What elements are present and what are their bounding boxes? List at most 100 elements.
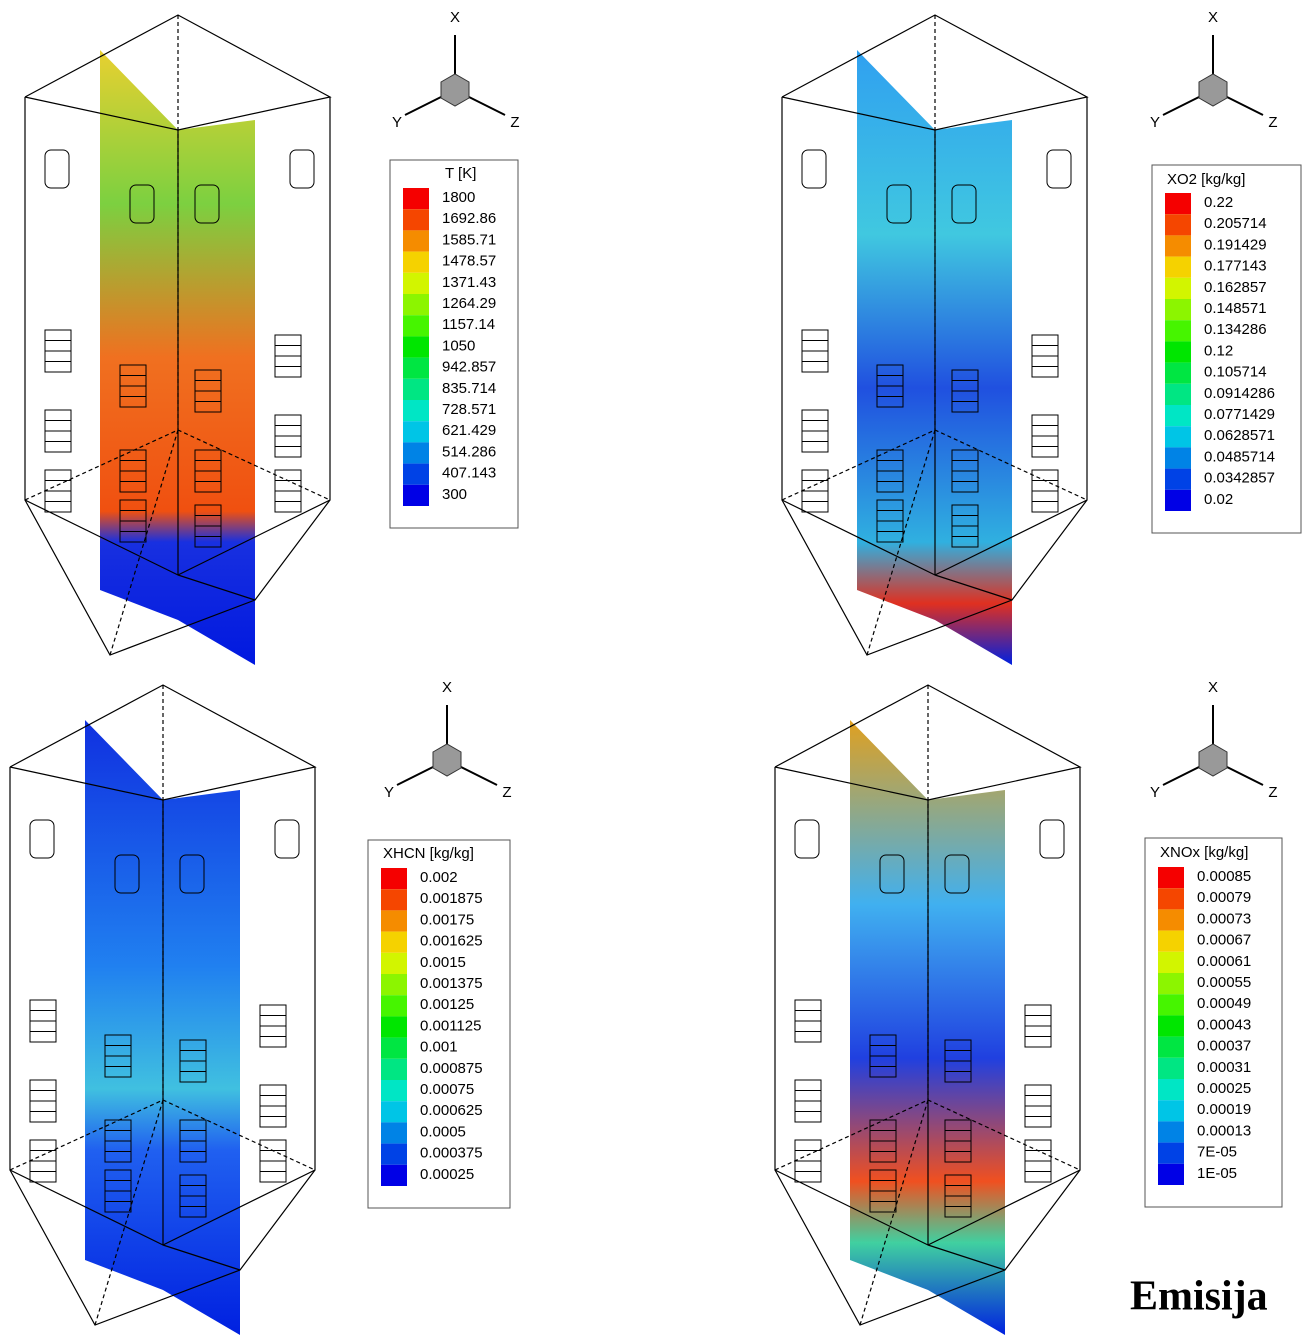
legend-swatch	[403, 379, 429, 400]
legend-swatch	[1158, 931, 1184, 952]
legend-label: 0.001875	[420, 890, 483, 907]
legend-swatch	[403, 294, 429, 315]
legend-label: 0.00079	[1197, 889, 1251, 906]
figure: Emisija XYZT [K]18001692.861585.711478.5…	[0, 0, 1302, 1341]
legend-swatch	[1165, 469, 1191, 490]
port	[802, 150, 826, 188]
legend-swatch	[1165, 214, 1191, 235]
legend-label: 0.00085	[1197, 868, 1251, 885]
legend-label: 0.02	[1204, 491, 1233, 508]
legend-label: 0.0914286	[1204, 385, 1275, 402]
legend-label: 1050	[442, 337, 475, 354]
legend-label: 942.857	[442, 359, 496, 376]
caption: Emisija	[1130, 1274, 1268, 1320]
legend-label: 0.00025	[1197, 1080, 1251, 1097]
legend-label: 1692.86	[442, 210, 496, 227]
legend-swatch	[1165, 320, 1191, 341]
axis-label: Y	[384, 784, 394, 801]
legend-swatch	[1158, 1164, 1184, 1185]
legend-swatch	[381, 932, 407, 953]
legend-title: XHCN [kg/kg]	[383, 845, 474, 862]
legend-swatch	[1158, 1121, 1184, 1142]
legend-swatch	[381, 1016, 407, 1037]
legend-label: 1264.29	[442, 295, 496, 312]
legend-swatch	[403, 421, 429, 442]
legend-label: 0.191429	[1204, 236, 1267, 253]
legend-label: 514.286	[442, 443, 496, 460]
legend-swatch	[1165, 384, 1191, 405]
legend-swatch	[381, 1038, 407, 1059]
legend-swatch	[381, 1101, 407, 1122]
port	[795, 820, 819, 858]
legend-swatch	[1158, 1058, 1184, 1079]
legend-swatch	[381, 974, 407, 995]
legend-label: 0.0015	[420, 954, 466, 971]
cube	[433, 744, 461, 776]
legend-label: 0.001	[420, 1039, 458, 1056]
legend-label: 1E-05	[1197, 1165, 1237, 1182]
legend-swatch	[1158, 994, 1184, 1015]
legend-swatch	[1165, 405, 1191, 426]
legend-swatch	[1165, 299, 1191, 320]
legend-label: 621.429	[442, 422, 496, 439]
legend-label: 0.00019	[1197, 1101, 1251, 1118]
legend-label: 7E-05	[1197, 1144, 1237, 1161]
legend-swatch	[403, 336, 429, 357]
legend-label: 0.0485714	[1204, 448, 1275, 465]
legend-swatch	[1158, 1015, 1184, 1036]
axis-label: Z	[502, 784, 511, 801]
legend-label: 0.000375	[420, 1145, 483, 1162]
axis-label: Z	[1268, 114, 1277, 131]
legend-swatch	[1165, 278, 1191, 299]
legend-label: 0.177143	[1204, 258, 1267, 275]
legend-swatch	[381, 953, 407, 974]
legend-label: 0.00037	[1197, 1038, 1251, 1055]
legend-label: 835.714	[442, 380, 496, 397]
legend-swatch	[1165, 363, 1191, 384]
legend-swatch	[403, 252, 429, 273]
legend-label: 0.000625	[420, 1102, 483, 1119]
legend-label: 0.00175	[420, 911, 474, 928]
port	[1040, 820, 1064, 858]
legend-label: 0.00075	[420, 1081, 474, 1098]
legend-swatch	[381, 995, 407, 1016]
port	[30, 820, 54, 858]
legend-title: XNOx [kg/kg]	[1160, 844, 1248, 861]
axis-label: X	[442, 679, 452, 696]
legend-swatch	[403, 209, 429, 230]
legend-swatch	[381, 1080, 407, 1101]
legend-label: 0.00067	[1197, 932, 1251, 949]
legend-swatch	[403, 230, 429, 251]
legend-swatch	[403, 358, 429, 379]
port	[45, 150, 69, 188]
legend-swatch	[381, 1144, 407, 1165]
legend-label: 0.00031	[1197, 1059, 1251, 1076]
legend-swatch	[1165, 490, 1191, 511]
axis-label: Y	[1150, 114, 1160, 131]
legend-label: 728.571	[442, 401, 496, 418]
legend-swatch	[1158, 888, 1184, 909]
legend-label: 0.002	[420, 869, 458, 886]
legend-swatch	[381, 1059, 407, 1080]
legend-label: 0.0342857	[1204, 470, 1275, 487]
legend-label: 1157.14	[442, 316, 495, 333]
legend-swatch	[1158, 1143, 1184, 1164]
legend-swatch	[1158, 1100, 1184, 1121]
legend-label: 0.00049	[1197, 995, 1251, 1012]
cube	[1199, 74, 1227, 106]
cube	[1199, 744, 1227, 776]
legend-swatch	[403, 188, 429, 209]
legend-label: 0.00125	[420, 996, 474, 1013]
axis-label: X	[450, 9, 460, 26]
port	[275, 820, 299, 858]
axis-label: Z	[1268, 784, 1277, 801]
legend-swatch	[403, 442, 429, 463]
legend-swatch	[1158, 1037, 1184, 1058]
legend-label: 0.001125	[420, 1017, 481, 1034]
legend-label: 0.22	[1204, 194, 1233, 211]
legend-label: 0.000875	[420, 1060, 483, 1077]
legend-label: 0.00055	[1197, 974, 1251, 991]
legend-swatch	[403, 485, 429, 506]
legend-swatch	[1165, 193, 1191, 214]
legend-label: 0.00073	[1197, 910, 1251, 927]
